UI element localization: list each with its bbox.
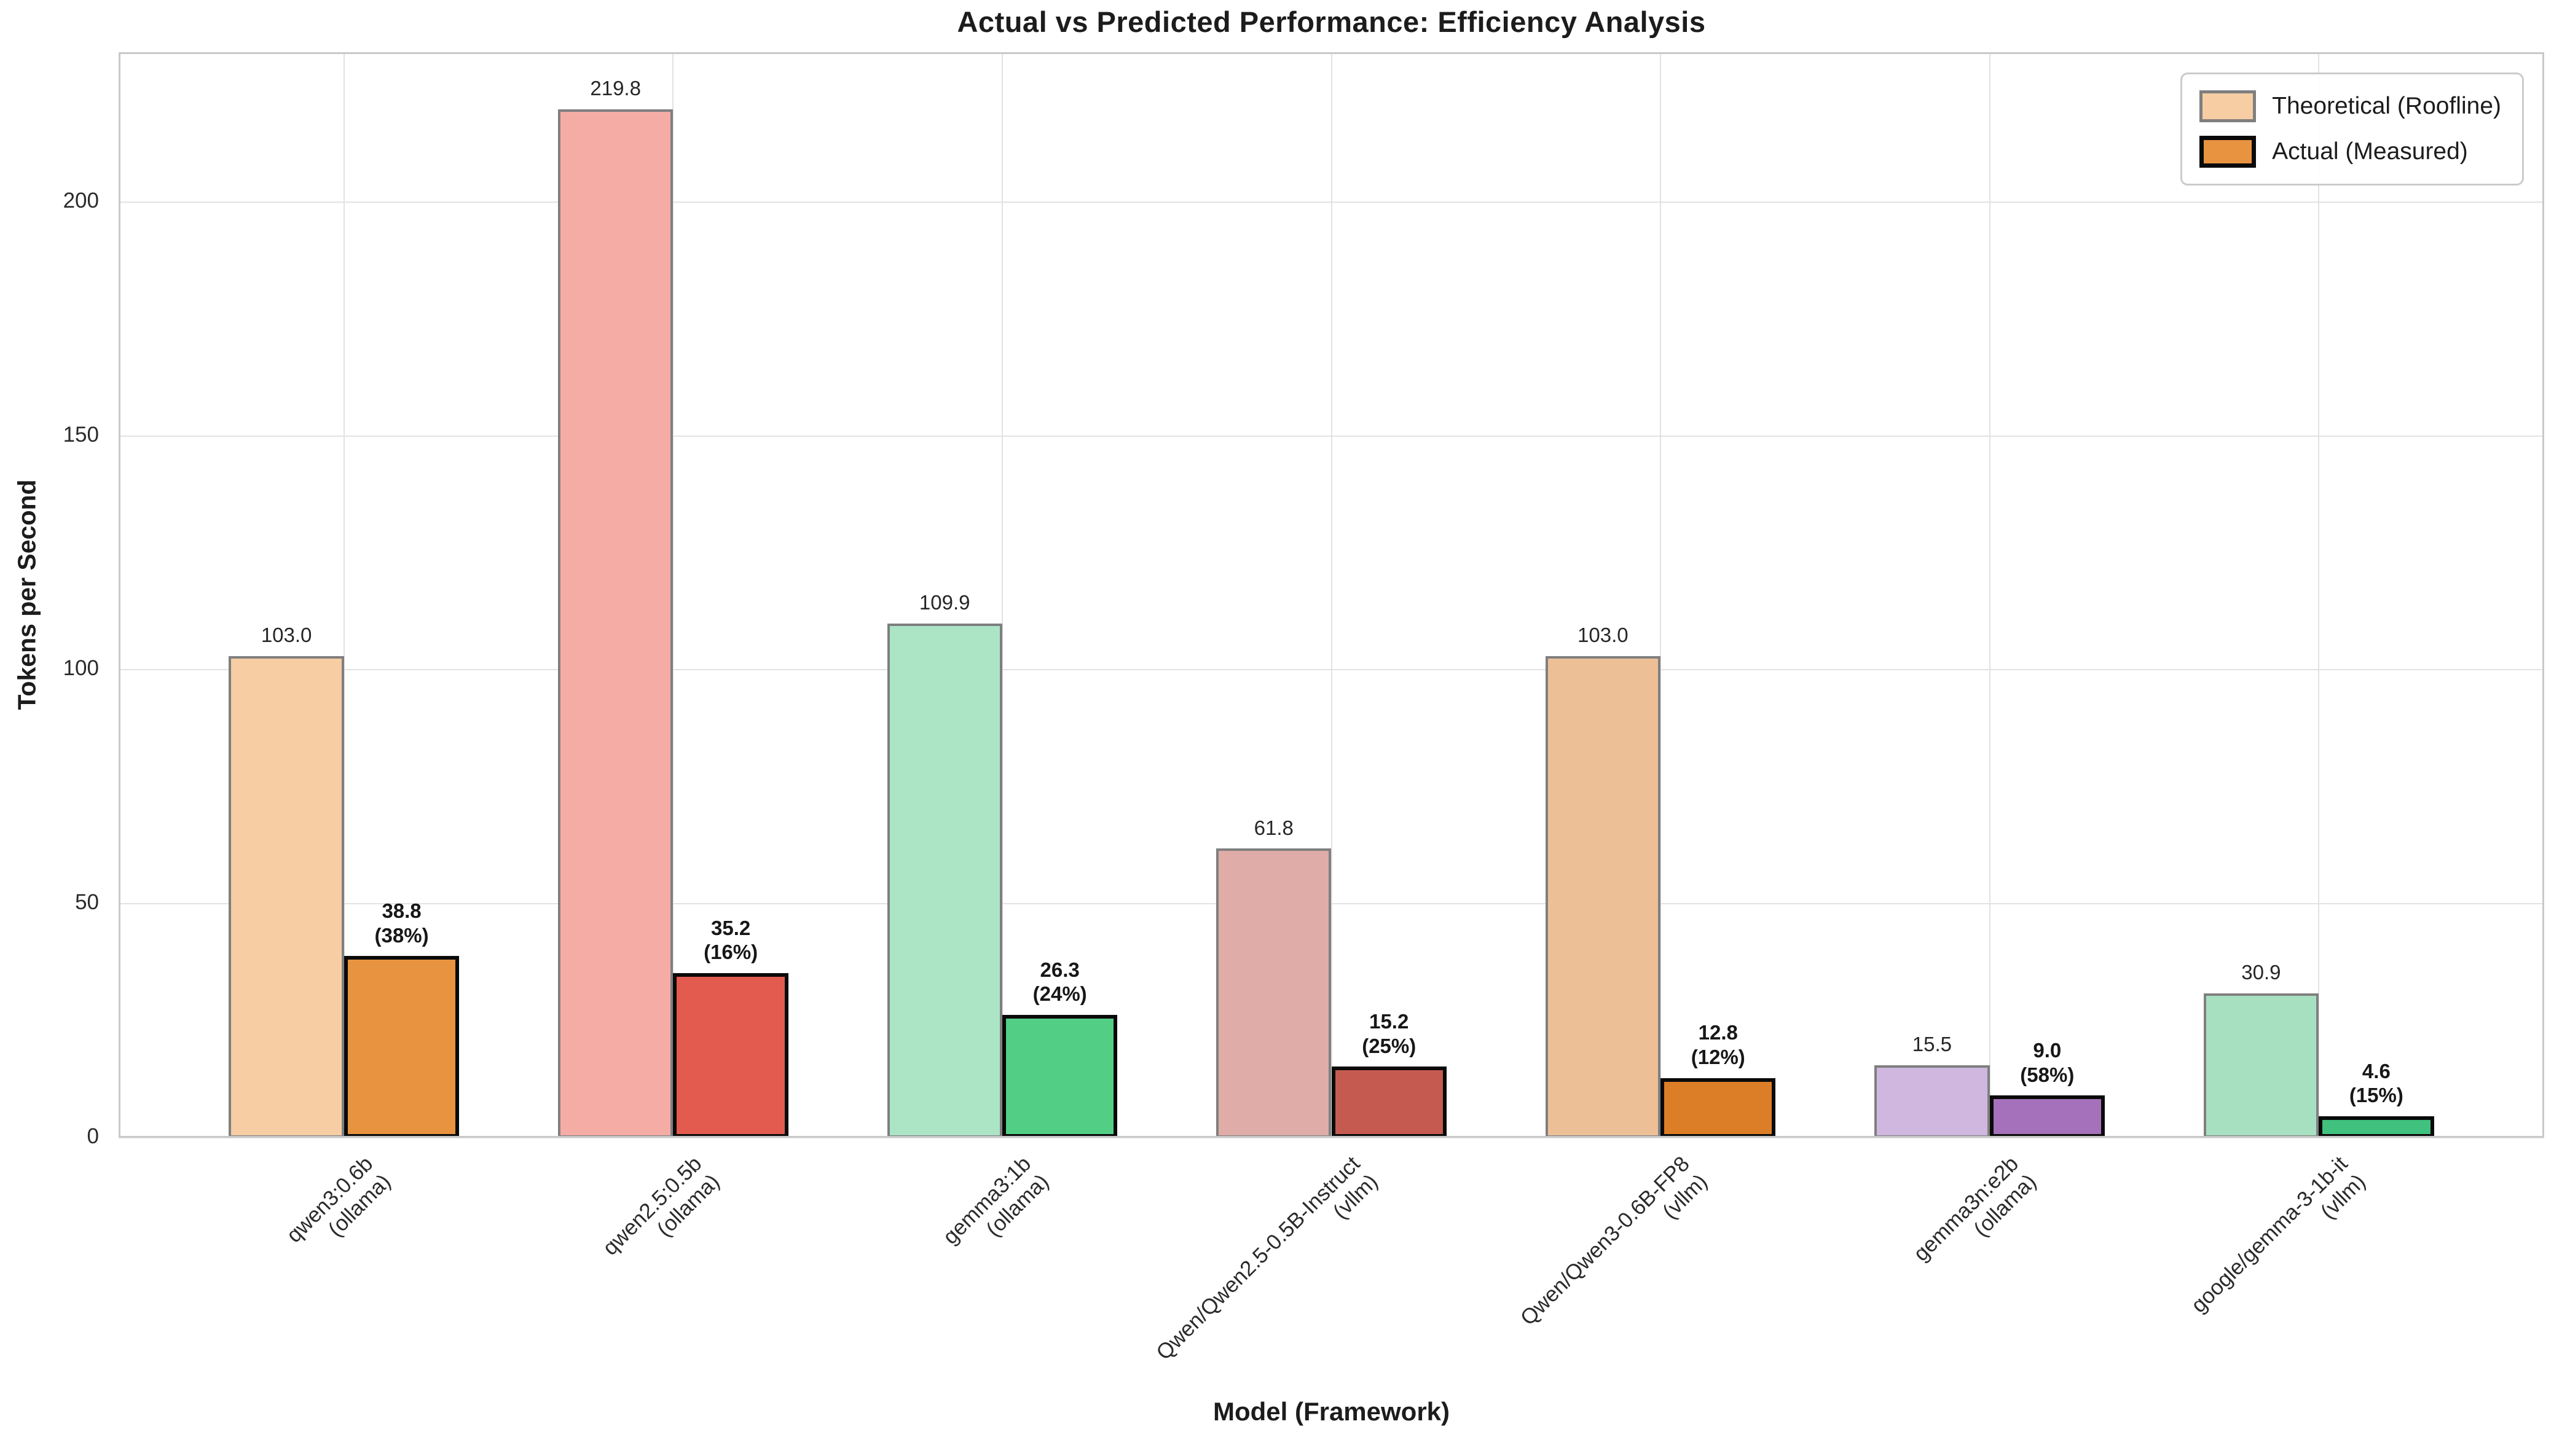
x-tick-label-3: Qwen/Qwen2.5-0.5B-Instruct (vllm) bbox=[1151, 1151, 1383, 1384]
value-label-actual-gemma3n:e2b: 9.0 (58%) bbox=[1918, 1038, 2176, 1087]
x-tick-framework-3: (vllm) bbox=[1328, 1169, 1383, 1224]
legend-entry-theoretical: Theoretical (Roofline) bbox=[2199, 90, 2501, 122]
y-axis-label: Tokens per Second bbox=[12, 479, 41, 710]
y-tick-label-150: 150 bbox=[63, 422, 99, 447]
gridline-x-5 bbox=[1989, 52, 1990, 1138]
x-tick-label-2: gemma3:1b (ollama) bbox=[938, 1151, 1054, 1267]
value-actual-gemma3:1b: 26.3 bbox=[1040, 958, 1080, 981]
value-actual-Qwen/Qwen2.5-0.5B-Instruct: 15.2 bbox=[1369, 1010, 1409, 1033]
y-tick-label-200: 200 bbox=[63, 188, 99, 213]
value-actual-google/gemma-3-1b-it: 4.6 bbox=[2362, 1059, 2391, 1082]
bar-actual-google/gemma-3-1b-it bbox=[2319, 1116, 2434, 1138]
efficiency-actual-google/gemma-3-1b-it: (15%) bbox=[2349, 1084, 2403, 1107]
x-tick-model-6: google/gemma-3-1b-it bbox=[2186, 1151, 2352, 1318]
legend-swatch-theoretical bbox=[2199, 90, 2257, 122]
legend-label-theoretical: Theoretical (Roofline) bbox=[2272, 93, 2501, 119]
legend-swatch-actual bbox=[2199, 136, 2257, 168]
value-label-theoretical-qwen2.5:0.5b: 219.8 bbox=[590, 77, 641, 100]
x-tick-model-4: Qwen/Qwen3-0.6B-FP8 bbox=[1515, 1151, 1694, 1331]
y-tick-label-0: 0 bbox=[87, 1124, 99, 1148]
value-actual-qwen3:0.6b: 38.8 bbox=[382, 899, 422, 923]
x-tick-label-0: qwen3:0.6b (ollama) bbox=[281, 1151, 396, 1266]
gridline-y-0 bbox=[119, 1137, 2544, 1138]
bar-actual-qwen2.5:0.5b bbox=[673, 973, 788, 1138]
efficiency-actual-qwen2.5:0.5b: (16%) bbox=[704, 941, 758, 964]
x-tick-label-4: Qwen/Qwen3-0.6B-FP8 (vllm) bbox=[1515, 1151, 1712, 1348]
y-tick-label-100: 100 bbox=[63, 656, 99, 681]
efficiency-actual-Qwen/Qwen2.5-0.5B-Instruct: (25%) bbox=[1362, 1034, 1417, 1057]
value-actual-qwen2.5:0.5b: 35.2 bbox=[710, 916, 751, 939]
x-tick-model-3: Qwen/Qwen2.5-0.5B-Instruct bbox=[1152, 1151, 1365, 1365]
bar-theoretical-gemma3:1b bbox=[887, 623, 1002, 1138]
efficiency-actual-Qwen/Qwen3-0.6B-FP8: (12%) bbox=[1691, 1045, 1745, 1068]
value-label-actual-gemma3:1b: 26.3 (24%) bbox=[931, 958, 1189, 1006]
x-tick-label-5: gemma3n:e2b (ollama) bbox=[1908, 1151, 2041, 1285]
efficiency-actual-gemma3:1b: (24%) bbox=[1032, 982, 1087, 1006]
gridline-x-3 bbox=[1330, 52, 1332, 1138]
value-label-theoretical-gemma3n:e2b: 15.5 bbox=[1912, 1033, 1952, 1056]
x-tick-framework-6: (vllm) bbox=[2316, 1169, 2370, 1224]
legend-label-actual: Actual (Measured) bbox=[2272, 138, 2468, 165]
gridline-x-4 bbox=[1660, 52, 1662, 1138]
bar-actual-gemma3:1b bbox=[1002, 1014, 1118, 1138]
bar-theoretical-qwen2.5:0.5b bbox=[557, 109, 674, 1138]
value-label-actual-Qwen/Qwen2.5-0.5B-Instruct: 15.2 (25%) bbox=[1260, 1009, 1518, 1058]
gridline-x-1 bbox=[672, 52, 674, 1138]
value-actual-Qwen/Qwen3-0.6B-FP8: 12.8 bbox=[1698, 1021, 1738, 1044]
bar-theoretical-gemma3n:e2b bbox=[1874, 1065, 1990, 1138]
value-label-theoretical-google/gemma-3-1b-it: 30.9 bbox=[2241, 961, 2281, 984]
efficiency-actual-gemma3n:e2b: (58%) bbox=[2020, 1063, 2075, 1086]
efficiency-actual-qwen3:0.6b: (38%) bbox=[374, 923, 429, 947]
chart-title: Actual vs Predicted Performance: Efficie… bbox=[957, 6, 1706, 38]
gridline-x-0 bbox=[343, 52, 345, 1138]
legend-entry-actual: Actual (Measured) bbox=[2199, 136, 2501, 168]
value-label-theoretical-qwen3:0.6b: 103.0 bbox=[261, 623, 312, 646]
bar-actual-qwen3:0.6b bbox=[344, 956, 460, 1138]
x-tick-framework-4: (vllm) bbox=[1657, 1169, 1712, 1224]
bar-theoretical-qwen3:0.6b bbox=[229, 656, 344, 1138]
x-tick-label-6: google/gemma-3-1b-it (vllm) bbox=[2186, 1151, 2371, 1336]
bar-theoretical-Qwen/Qwen2.5-0.5B-Instruct bbox=[1216, 848, 1332, 1138]
value-label-actual-qwen3:0.6b: 38.8 (38%) bbox=[273, 899, 531, 947]
x-axis-label: Model (Framework) bbox=[1212, 1397, 1450, 1426]
legend: Theoretical (Roofline) Actual (Measured) bbox=[2180, 72, 2524, 186]
y-tick-label-50: 50 bbox=[75, 890, 99, 915]
gridline-x-2 bbox=[1001, 52, 1003, 1138]
bar-actual-gemma3n:e2b bbox=[1989, 1095, 2105, 1138]
value-actual-gemma3n:e2b: 9.0 bbox=[2033, 1039, 2062, 1062]
plot-area: 103.0 38.8 (38%) 219.8 35.2 (16%) 109.9 26.3 (24… bbox=[119, 52, 2544, 1138]
gridline-x-6 bbox=[2318, 52, 2320, 1138]
value-label-actual-Qwen/Qwen3-0.6B-FP8: 12.8 (12%) bbox=[1589, 1020, 1847, 1069]
bar-theoretical-google/gemma-3-1b-it bbox=[2203, 993, 2319, 1138]
value-label-theoretical-Qwen/Qwen2.5-0.5B-Instruct: 61.8 bbox=[1254, 816, 1294, 839]
x-tick-label-1: qwen2.5:0.5b (ollama) bbox=[598, 1151, 725, 1278]
value-label-theoretical-Qwen/Qwen3-0.6B-FP8: 103.0 bbox=[1578, 623, 1629, 646]
value-label-actual-google/gemma-3-1b-it: 4.6 (15%) bbox=[2247, 1059, 2505, 1108]
value-label-actual-qwen2.5:0.5b: 35.2 (16%) bbox=[602, 916, 860, 965]
bar-theoretical-Qwen/Qwen3-0.6B-FP8 bbox=[1545, 656, 1661, 1138]
bar-actual-Qwen/Qwen3-0.6B-FP8 bbox=[1660, 1078, 1776, 1138]
bar-actual-Qwen/Qwen2.5-0.5B-Instruct bbox=[1331, 1067, 1447, 1138]
value-label-theoretical-gemma3:1b: 109.9 bbox=[919, 591, 970, 614]
